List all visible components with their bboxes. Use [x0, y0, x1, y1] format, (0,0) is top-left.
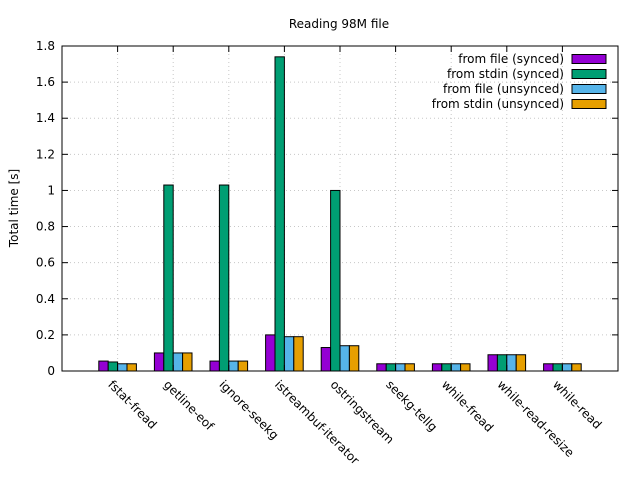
bar: [117, 363, 128, 372]
bar: [561, 363, 573, 372]
bar: [320, 347, 332, 372]
legend-swatch: [571, 69, 607, 79]
x-tick-label: fstat-fread: [105, 377, 159, 431]
bar: [348, 345, 360, 372]
bar: [404, 363, 415, 372]
y-tick-label: 0.4: [36, 292, 55, 306]
chart-title: Reading 98M file: [289, 17, 389, 31]
bar: [571, 363, 582, 372]
bar: [385, 363, 397, 372]
y-tick-label: 1.8: [36, 39, 55, 53]
bar: [487, 354, 498, 372]
bar: [153, 352, 165, 372]
bar: [182, 352, 193, 372]
bar: [431, 363, 443, 372]
bars: [98, 56, 582, 372]
bar: [265, 334, 276, 372]
y-axis-label: Total time [s]: [7, 169, 21, 248]
legend-label: from stdin (unsynced): [432, 97, 564, 111]
x-tick-label: while-fread: [439, 377, 496, 434]
bar: [543, 363, 554, 372]
bar: [376, 363, 387, 372]
bar: [506, 354, 517, 372]
y-tick-label: 1.6: [36, 75, 55, 89]
bar: [98, 360, 109, 372]
bar: [218, 184, 230, 372]
bar: [172, 352, 184, 372]
legend-swatch: [571, 99, 607, 109]
y-tick-label: 0.6: [36, 256, 55, 270]
bar: [460, 363, 471, 372]
bar: [107, 361, 119, 372]
legend-label: from stdin (synced): [447, 67, 564, 81]
bar: [515, 354, 527, 372]
x-tick-label: seekg-tellg: [383, 377, 440, 434]
x-tick-label: while-read: [550, 377, 604, 431]
bar: [450, 363, 462, 372]
legend-swatch: [571, 84, 607, 94]
y-tick-label: 1.2: [36, 147, 55, 161]
legend-label: from file (unsynced): [443, 82, 564, 96]
y-tick-label: 1.4: [36, 111, 55, 125]
bar: [283, 336, 295, 372]
bar: [395, 363, 406, 372]
legend-swatch: [571, 54, 607, 64]
bar: [209, 360, 220, 372]
bar: [237, 360, 249, 372]
y-tick-label: 0.8: [36, 220, 55, 234]
bar: [441, 363, 452, 372]
bar: [552, 363, 563, 372]
bar: [496, 354, 508, 372]
bar: [330, 189, 341, 372]
bar: [163, 184, 174, 372]
y-tick-label: 0.2: [36, 328, 55, 342]
bar: [274, 56, 285, 372]
legend: from file (synced)from stdin (synced)fro…: [432, 52, 607, 111]
x-tick-label: ignore-seekg: [216, 377, 281, 442]
y-tick-label: 1: [47, 183, 55, 197]
bar: [228, 360, 239, 372]
bar: [126, 363, 137, 372]
bar: [339, 345, 350, 372]
bar: [293, 336, 304, 372]
x-tick-label: getline-eof: [161, 377, 217, 433]
grid: [62, 46, 618, 371]
legend-label: from file (synced): [458, 52, 564, 66]
y-tick-label: 0: [47, 364, 55, 378]
